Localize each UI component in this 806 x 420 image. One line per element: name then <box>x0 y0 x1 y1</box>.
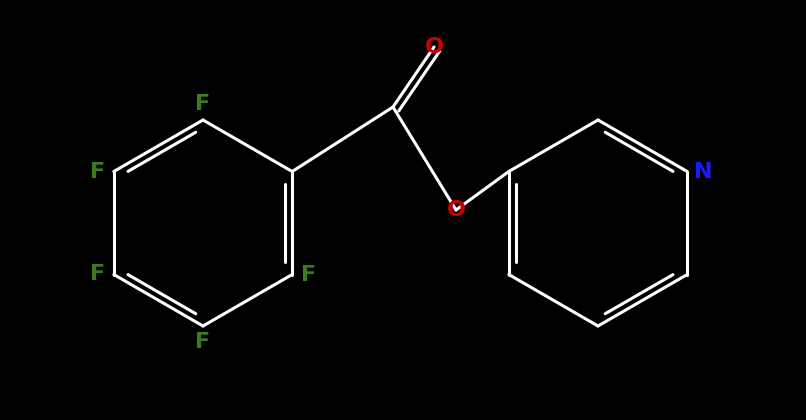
Text: F: F <box>90 265 106 284</box>
Text: F: F <box>90 162 106 181</box>
Text: N: N <box>694 162 713 181</box>
Text: F: F <box>301 265 316 284</box>
Text: F: F <box>195 94 210 114</box>
Text: F: F <box>195 332 210 352</box>
Text: O: O <box>425 37 443 57</box>
Text: O: O <box>447 200 466 220</box>
